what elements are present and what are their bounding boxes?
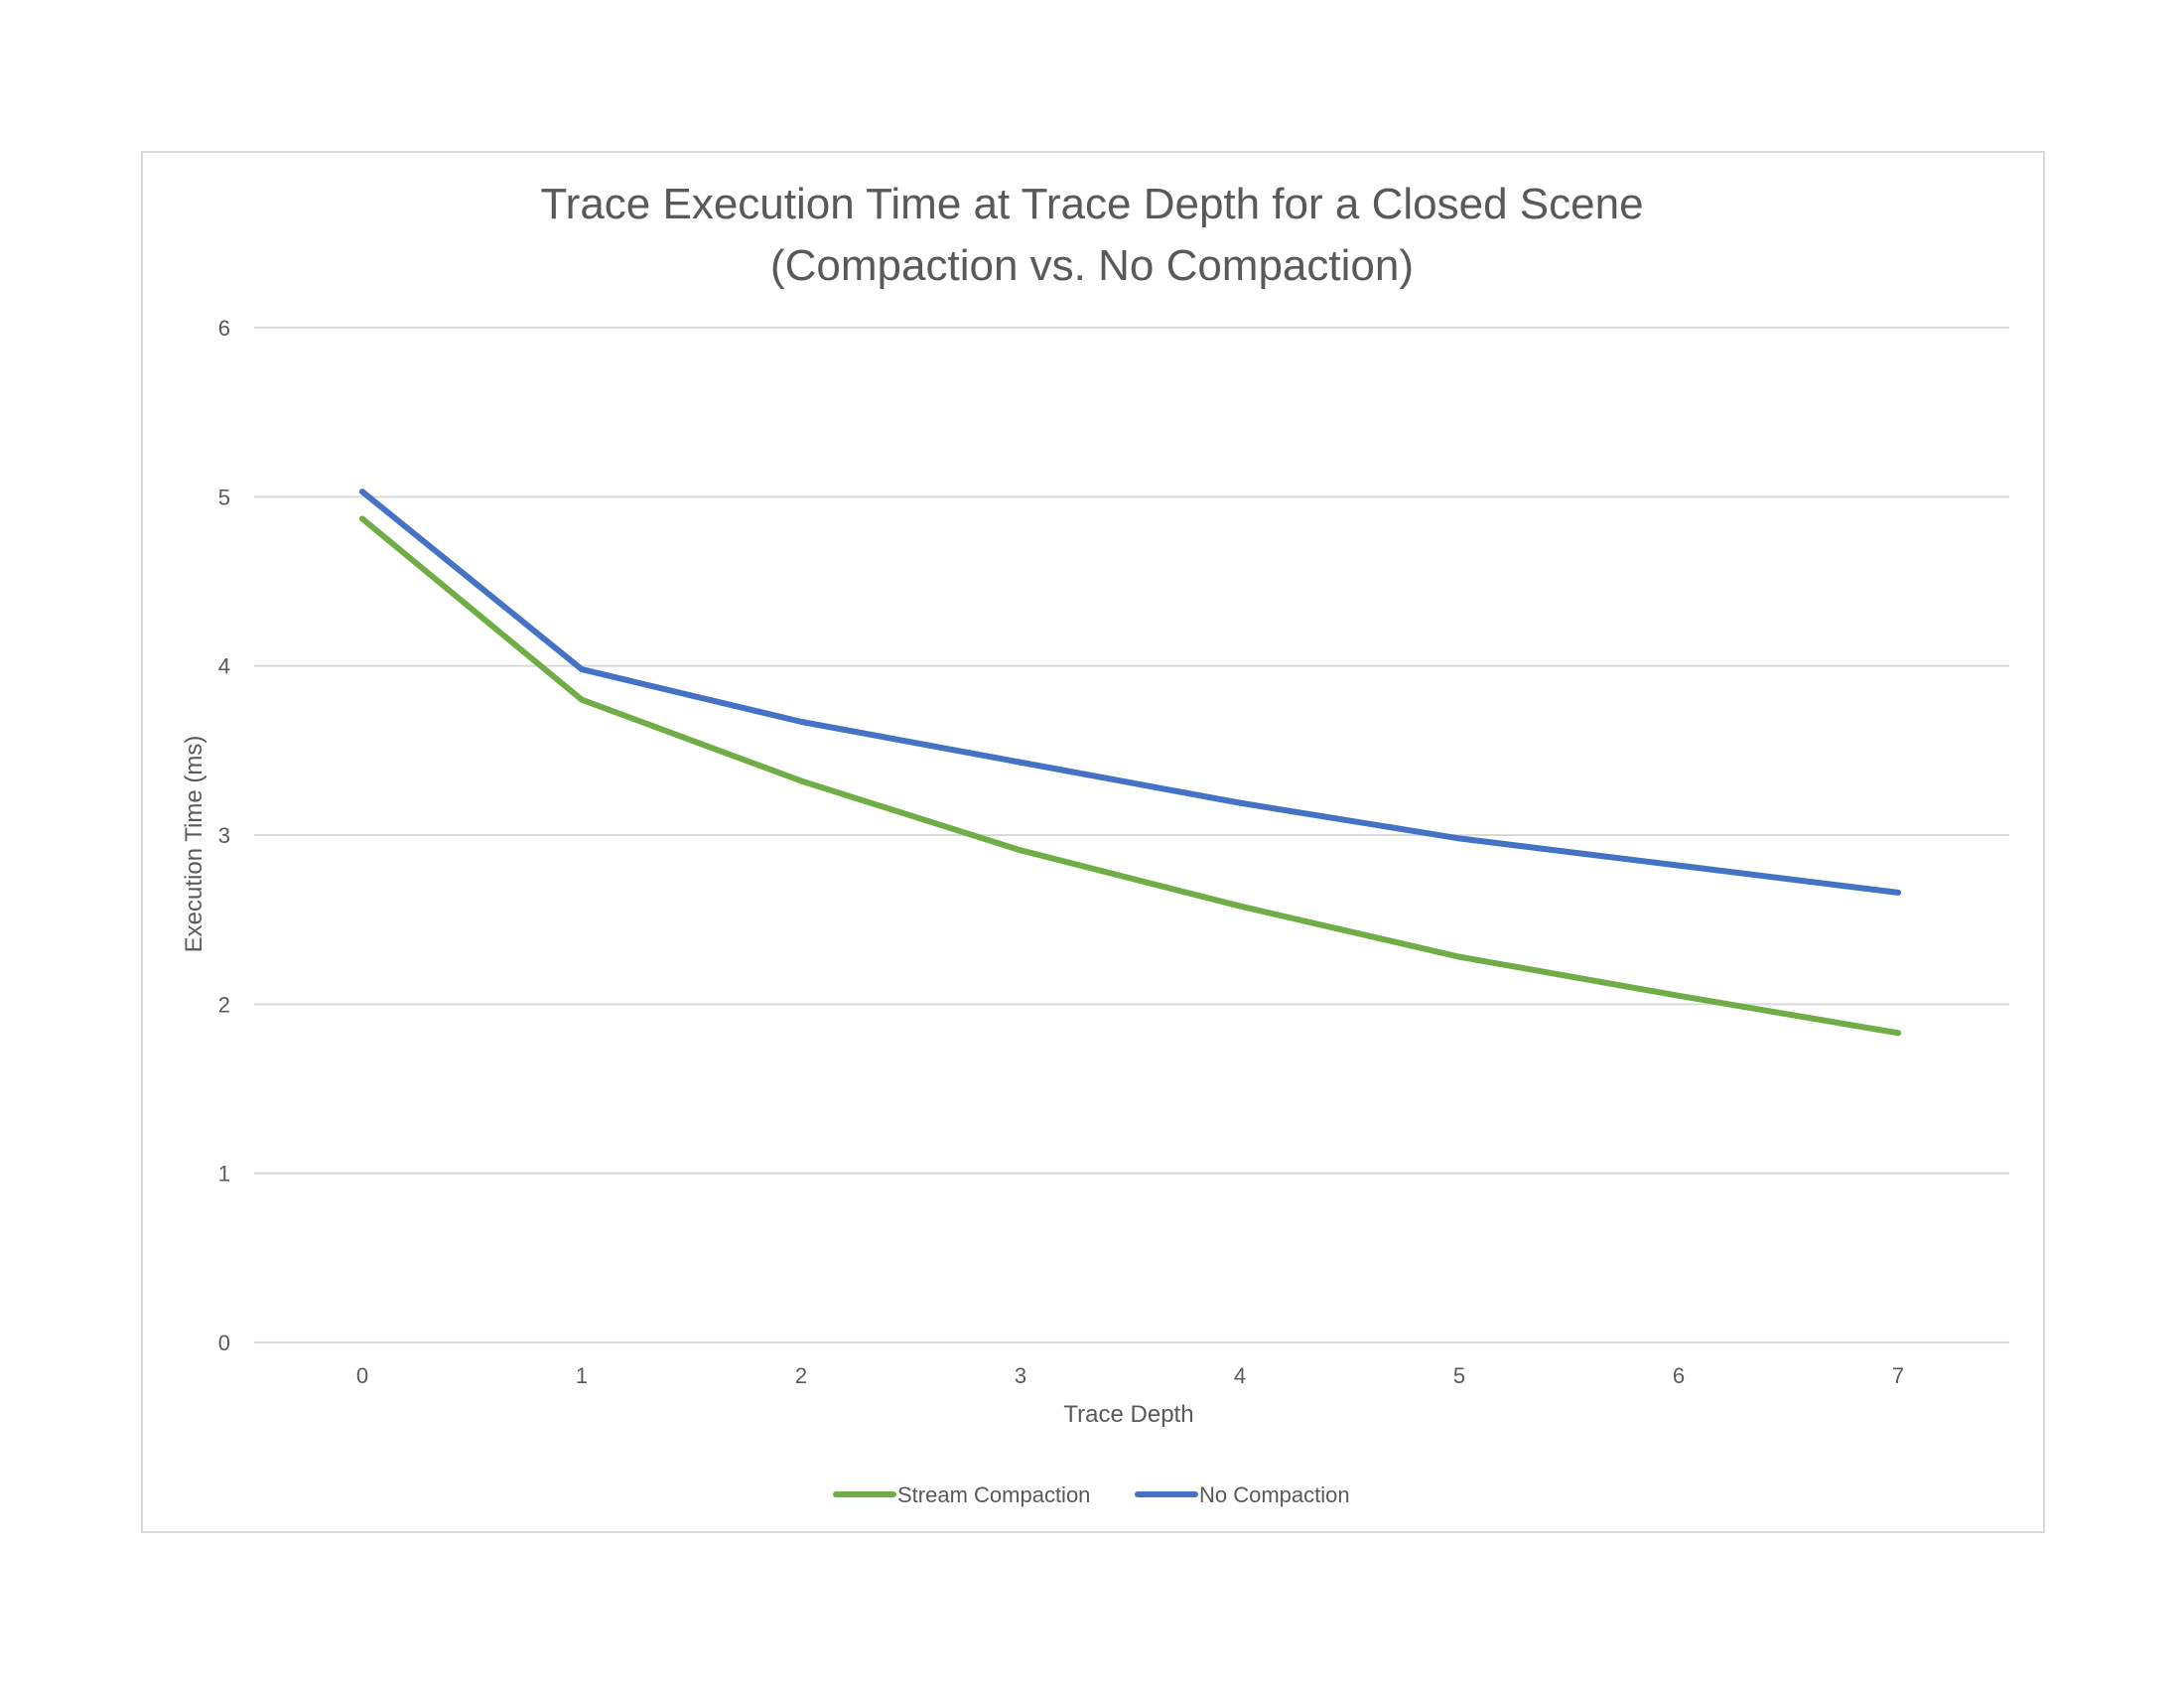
gridlines [254, 327, 2009, 1343]
data-point-stream-compaction-0 [359, 515, 365, 522]
y-tick-label-1: 1 [218, 1162, 230, 1187]
chart-title: Trace Execution Time at Trace Depth for … [540, 180, 1643, 290]
y-tick-label-4: 4 [218, 654, 230, 679]
series-lines [359, 489, 1901, 1037]
data-point-stream-compaction-1 [579, 696, 585, 703]
x-tick-label-1: 1 [576, 1363, 588, 1388]
series-line-stream-compaction [359, 515, 1901, 1037]
data-point-no-compaction-5 [1456, 835, 1462, 842]
data-point-stream-compaction-5 [1456, 953, 1462, 960]
data-point-no-compaction-1 [579, 666, 585, 673]
data-point-no-compaction-7 [1895, 889, 1901, 896]
legend-label-no-compaction: No Compaction [1199, 1482, 1350, 1507]
legend-label-stream-compaction: Stream Compaction [897, 1482, 1090, 1507]
data-point-stream-compaction-3 [1018, 847, 1024, 854]
x-tick-label-6: 6 [1673, 1363, 1685, 1388]
x-tick-label-7: 7 [1892, 1363, 1904, 1388]
y-axis-ticks: 0 1 2 3 4 5 6 [218, 316, 230, 1355]
data-point-stream-compaction-2 [798, 777, 804, 784]
chart-frame [141, 151, 2045, 1533]
y-tick-label-5: 5 [218, 485, 230, 509]
data-point-no-compaction-3 [1018, 759, 1024, 766]
data-point-no-compaction-0 [359, 489, 365, 495]
data-point-no-compaction-6 [1676, 862, 1682, 869]
y-axis-title: Execution Time (ms) [181, 736, 207, 953]
x-tick-label-0: 0 [356, 1363, 368, 1388]
x-tick-label-2: 2 [795, 1363, 807, 1388]
chart-title-line-1: Trace Execution Time at Trace Depth for … [540, 180, 1643, 228]
data-point-stream-compaction-6 [1676, 992, 1682, 999]
legend: Stream Compaction No Compaction [833, 1482, 1350, 1507]
x-axis-ticks: 0 1 2 3 4 5 6 7 [356, 1363, 1904, 1388]
data-point-no-compaction-2 [798, 718, 804, 725]
y-tick-label-3: 3 [218, 823, 230, 848]
x-tick-label-5: 5 [1453, 1363, 1465, 1388]
x-tick-label-3: 3 [1015, 1363, 1026, 1388]
y-tick-label-2: 2 [218, 992, 230, 1017]
y-tick-label-6: 6 [218, 316, 230, 341]
y-tick-label-0: 0 [218, 1331, 230, 1355]
x-axis-title: Trace Depth [1063, 1401, 1193, 1428]
data-point-stream-compaction-4 [1237, 903, 1243, 910]
data-point-no-compaction-4 [1237, 799, 1243, 806]
series-line-no-compaction [359, 489, 1901, 896]
chart-title-line-2: (Compaction vs. No Compaction) [770, 241, 1414, 290]
data-point-stream-compaction-7 [1895, 1030, 1901, 1037]
x-tick-label-4: 4 [1234, 1363, 1246, 1388]
